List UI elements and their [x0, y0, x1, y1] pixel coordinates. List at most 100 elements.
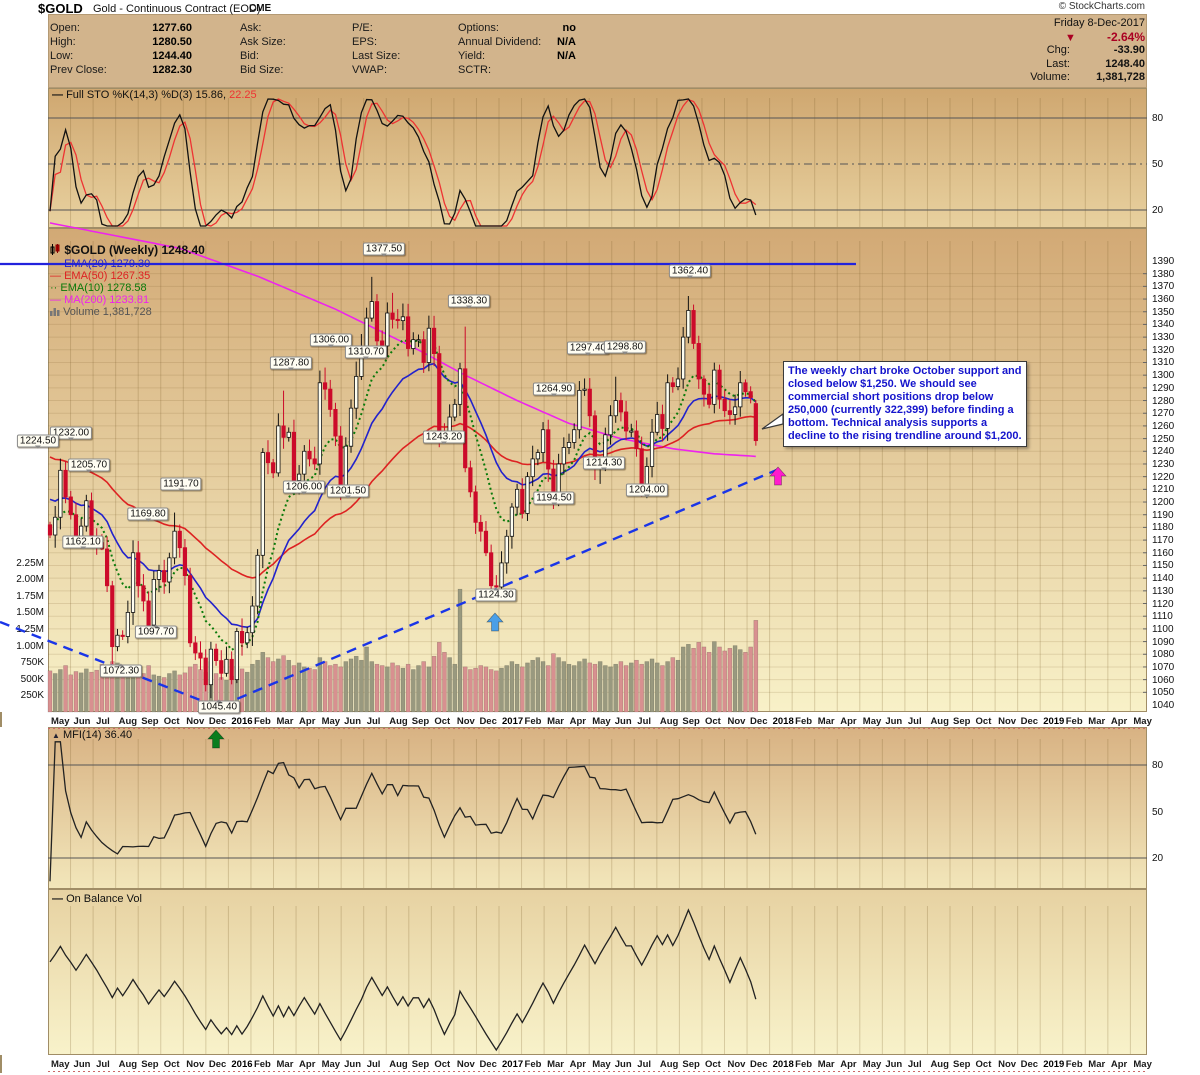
quote-field-label: EPS: [352, 36, 378, 48]
price-axis-tick: 1160 [1152, 547, 1174, 559]
legend-ema10-text: EMA(10) 1278.58 [60, 282, 147, 294]
month-label: Feb [1065, 1059, 1083, 1070]
candles-group [47, 276, 758, 699]
month-label: Mar [817, 716, 835, 727]
price-axis-tick: 1040 [1152, 699, 1175, 711]
legend-ema20-text: EMA(20) 1279.30 [64, 258, 151, 270]
main-legend-title: $GOLD (Weekly) 1248.40 [64, 243, 205, 257]
month-label: Sep [953, 1059, 971, 1070]
month-label: Jul [366, 1059, 381, 1070]
month-label: Apr [1110, 716, 1128, 727]
price-axis-tick: 1180 [1152, 522, 1174, 534]
legend-volume-text: Volume 1,381,728 [63, 306, 152, 318]
price-axis-tick: 1060 [1152, 674, 1175, 686]
month-label: Mar [276, 1059, 294, 1070]
month-label: Sep [411, 1059, 430, 1070]
price-label: 1162.10 [62, 535, 104, 550]
volume-axis-tick: 250K [20, 690, 44, 702]
legend-ema20: — EMA(20) 1279.30 [50, 258, 150, 270]
mfi-legend-text: MFI(14) 36.40 [62, 729, 133, 741]
symbol-label: $GOLD [38, 1, 83, 16]
month-label: Nov [456, 716, 475, 727]
volume-axis-tick: 2.00M [16, 574, 44, 586]
month-label: May [51, 1059, 70, 1070]
price-label: 1264.90 [532, 382, 576, 397]
month-label: Jul [366, 716, 381, 727]
month-label: Jul [637, 716, 652, 727]
price-axis-tick: 1310 [1152, 357, 1175, 369]
month-label: 2019 [1043, 716, 1065, 727]
month-label: Nov [186, 1059, 205, 1070]
legend-ema10: ·· EMA(10) 1278.58 [50, 282, 147, 294]
month-label: Dec [750, 1059, 768, 1070]
line-swatch-black: — [52, 89, 63, 101]
month-label: Dec [208, 1059, 227, 1070]
price-label: 1205.70 [67, 458, 111, 473]
month-label: Aug [389, 1059, 408, 1070]
price-axis-tick: 1170 [1152, 535, 1174, 547]
month-label: Oct [704, 716, 721, 727]
obv-legend-text: On Balance Vol [66, 893, 142, 905]
area-chart-icon: ▲ [52, 731, 60, 740]
price-axis-tick: 1360 [1152, 294, 1175, 306]
line-swatch-blue: — [50, 258, 61, 270]
price-label: 1194.50 [533, 491, 575, 506]
volume-axis-tick: 1.00M [16, 640, 44, 652]
mfi-axis-tick: 80 [1152, 760, 1164, 771]
month-label: Feb [253, 716, 271, 727]
last-value: 1248.40 [1105, 58, 1145, 70]
month-label: 2017 [502, 716, 524, 727]
month-label: Aug [659, 716, 679, 727]
quote-last-row: Last: 1248.40 [1046, 58, 1145, 70]
obv-legend: — On Balance Vol [52, 893, 142, 905]
price-axis-tick: 1100 [1152, 623, 1174, 635]
sto-axis-tick: 80 [1152, 113, 1164, 124]
price-axis-tick: 1330 [1152, 332, 1175, 344]
price-axis-tick: 1200 [1152, 497, 1175, 509]
legend-ema50: — EMA(50) 1267.35 [50, 270, 150, 282]
quote-field-label: Last Size: [352, 50, 401, 62]
price-axis-tick: 1370 [1152, 281, 1175, 293]
month-label: Nov [456, 1059, 475, 1070]
stockcharts-credit: © StockCharts.com [1058, 1, 1145, 12]
month-label: 2018 [772, 716, 794, 727]
green-up-arrow [207, 729, 225, 749]
volume-axis-tick: 1.50M [16, 607, 44, 619]
bottom-date-axis [0, 1055, 2, 1073]
month-label: May [1133, 716, 1152, 727]
price-axis-tick: 1390 [1152, 256, 1175, 267]
main-price-panel [48, 228, 1147, 712]
month-label: Jun [73, 716, 91, 727]
month-label: Aug [118, 716, 138, 727]
quote-field-label: Annual Dividend: [458, 36, 542, 48]
quote-field-label: VWAP: [352, 64, 388, 76]
month-label: Sep [141, 716, 159, 727]
month-label: Oct [975, 1059, 992, 1070]
mid-date-axis [0, 712, 2, 727]
candlestick-icon [50, 244, 60, 255]
month-label: Jun [885, 716, 903, 727]
month-label: Nov [727, 716, 746, 727]
month-label: Dec [750, 716, 768, 727]
dotted-swatch-green: ·· [50, 282, 58, 294]
month-label: May [592, 716, 611, 727]
obv-panel [48, 889, 1147, 1055]
quote-field-label: Bid: [240, 50, 259, 62]
price-label: 1214.30 [582, 456, 626, 471]
price-label: 1297.40 [566, 341, 610, 356]
quote-field-label: Low: [50, 50, 74, 62]
price-axis-tick: 1240 [1152, 446, 1175, 458]
price-label: 1377.50 [362, 242, 406, 257]
volume-axis-tick: 1.75M [16, 590, 44, 602]
month-label: Jun [885, 1059, 903, 1070]
quote-field-label: High: [50, 36, 76, 48]
price-label: 1191.70 [160, 477, 202, 492]
pct-change-value: -2.64% [1106, 30, 1145, 44]
month-label: Mar [547, 1059, 564, 1070]
line-swatch-black2: — [52, 893, 63, 905]
month-label: Jun [73, 1059, 91, 1070]
month-label: Apr [1110, 1059, 1128, 1070]
mfi-panel [48, 727, 1147, 889]
sto-axis-tick: 50 [1152, 159, 1164, 170]
quote-field-label: Open: [50, 22, 80, 34]
